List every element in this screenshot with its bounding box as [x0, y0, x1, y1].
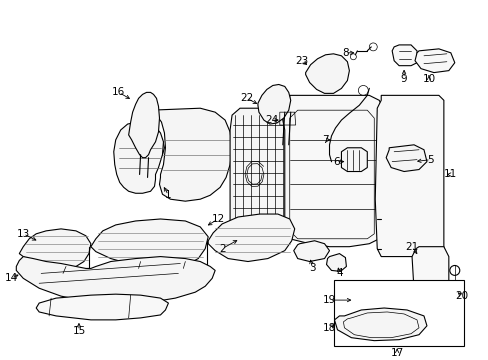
- Polygon shape: [150, 108, 232, 201]
- Text: 4: 4: [335, 269, 342, 278]
- Polygon shape: [334, 308, 426, 341]
- Polygon shape: [230, 108, 284, 247]
- Polygon shape: [257, 85, 290, 124]
- Polygon shape: [334, 280, 463, 346]
- Text: 1: 1: [165, 190, 171, 200]
- Polygon shape: [391, 45, 416, 66]
- Polygon shape: [16, 257, 215, 304]
- Polygon shape: [386, 145, 426, 171]
- Text: 13: 13: [17, 229, 30, 239]
- Polygon shape: [128, 93, 159, 158]
- Text: 5: 5: [427, 155, 433, 165]
- Text: 8: 8: [342, 48, 348, 58]
- Polygon shape: [341, 148, 366, 171]
- Polygon shape: [208, 214, 294, 261]
- Text: 24: 24: [264, 115, 278, 125]
- Text: 15: 15: [72, 326, 85, 336]
- Text: 21: 21: [405, 242, 418, 252]
- Polygon shape: [414, 49, 454, 73]
- Text: 10: 10: [422, 73, 435, 84]
- Text: 7: 7: [322, 135, 328, 145]
- Text: 18: 18: [322, 323, 335, 333]
- Polygon shape: [411, 247, 448, 298]
- Text: 6: 6: [332, 157, 339, 167]
- Text: 2: 2: [218, 244, 225, 254]
- Polygon shape: [91, 219, 208, 269]
- Polygon shape: [277, 95, 384, 247]
- Text: 20: 20: [454, 291, 468, 301]
- Polygon shape: [326, 253, 346, 271]
- Polygon shape: [293, 241, 329, 261]
- Text: 11: 11: [443, 170, 456, 180]
- Text: 17: 17: [390, 347, 403, 357]
- Text: 3: 3: [309, 264, 315, 274]
- Polygon shape: [19, 229, 91, 269]
- Polygon shape: [127, 133, 164, 183]
- Text: 12: 12: [211, 214, 224, 224]
- Text: 14: 14: [5, 273, 18, 283]
- Text: 23: 23: [294, 56, 307, 66]
- Polygon shape: [374, 95, 443, 257]
- Polygon shape: [36, 294, 168, 320]
- Text: 19: 19: [322, 295, 335, 305]
- Text: 9: 9: [400, 73, 407, 84]
- Text: 22: 22: [240, 93, 253, 103]
- Polygon shape: [305, 54, 349, 93]
- Text: 16: 16: [112, 87, 125, 98]
- Polygon shape: [114, 122, 163, 193]
